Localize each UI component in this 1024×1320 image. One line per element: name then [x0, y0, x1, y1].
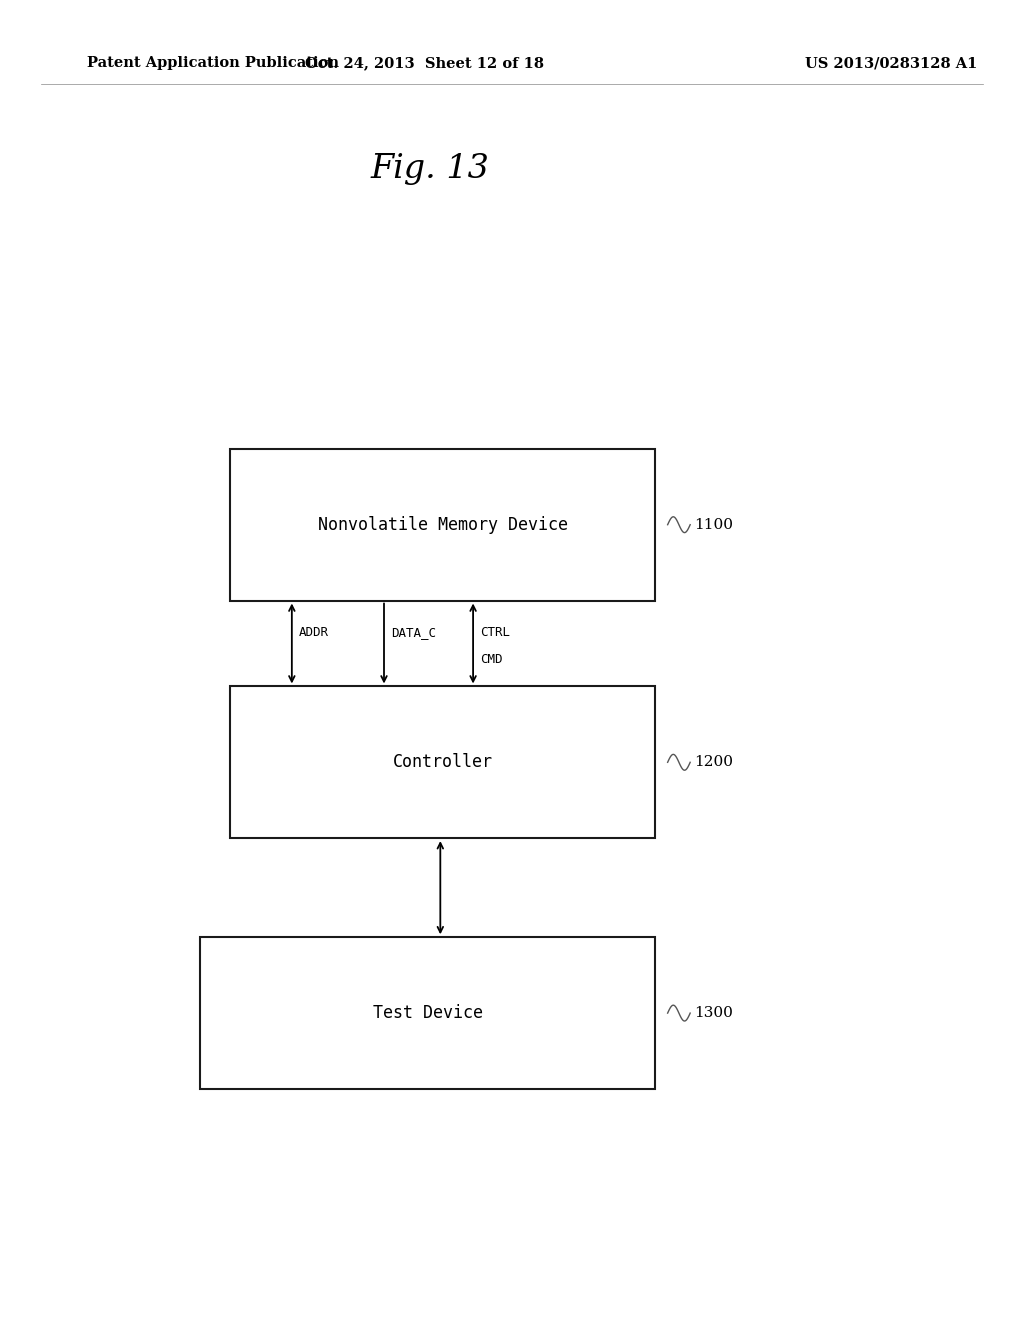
Text: 1200: 1200 — [694, 755, 733, 770]
Bar — [230, 449, 655, 601]
Text: Oct. 24, 2013  Sheet 12 of 18: Oct. 24, 2013 Sheet 12 of 18 — [305, 57, 545, 70]
Text: CMD: CMD — [480, 653, 503, 665]
Text: Test Device: Test Device — [373, 1005, 482, 1022]
Text: Fig. 13: Fig. 13 — [371, 153, 489, 185]
Text: DATA_C: DATA_C — [391, 627, 436, 639]
Text: CTRL: CTRL — [480, 627, 510, 639]
Text: Patent Application Publication: Patent Application Publication — [87, 57, 339, 70]
Bar — [200, 937, 655, 1089]
Bar — [230, 686, 655, 838]
Text: ADDR: ADDR — [299, 627, 329, 639]
Text: 1300: 1300 — [694, 1006, 733, 1020]
Text: Controller: Controller — [393, 754, 493, 771]
Text: 1100: 1100 — [694, 517, 733, 532]
Text: US 2013/0283128 A1: US 2013/0283128 A1 — [805, 57, 977, 70]
Text: Nonvolatile Memory Device: Nonvolatile Memory Device — [317, 516, 568, 533]
